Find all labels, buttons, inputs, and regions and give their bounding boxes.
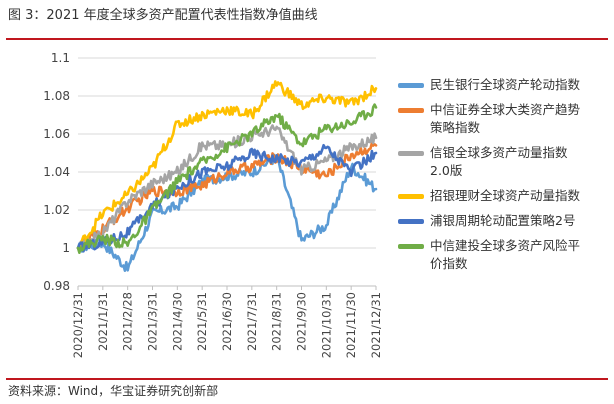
line-chart: 0.98 1 1.02 1.04 1.06 1.08 1.1 2020/12/31 2021/1… — [43, 51, 383, 358]
legend-swatch-1 — [398, 108, 424, 113]
y-tick-label: 1.04 — [43, 165, 70, 179]
legend-item-4: 浦银周期轮动配置策略2号 — [398, 212, 598, 230]
legend-label-3: 招银理财全球资产动量指数 — [430, 188, 581, 203]
legend-item-1: 中信证券全球大类资产趋势策略指数 — [398, 101, 598, 137]
figure-title: 图 3：2021 年度全球多资产配置代表性指数净值曲线 — [8, 8, 318, 23]
legend-label-5: 中信建投全球多资产风险平价指数 — [430, 238, 581, 271]
x-tick-label: 2021/9/30 — [295, 292, 309, 351]
y-tick-label: 0.98 — [43, 279, 70, 293]
x-tick-label: 2021/1/31 — [96, 292, 110, 351]
source-note: 资料来源：Wind，华宝证券研究创新部 — [8, 384, 219, 398]
x-tick-label: 2021/11/30 — [344, 292, 358, 358]
x-tick-label: 2021/10/31 — [319, 292, 333, 358]
legend-item-2: 信银全球多资产动量指数2.0版 — [398, 144, 598, 180]
x-tick-label: 2021/2/28 — [121, 292, 135, 351]
series-line-3 — [76, 80, 378, 250]
legend-label-1: 中信证券全球大类资产趋势策略指数 — [430, 102, 581, 135]
chart-legend: 民生银行全球资产轮动指数 中信证券全球大类资产趋势策略指数 信银全球多资产动量指… — [398, 76, 598, 280]
y-tick-label: 1 — [62, 241, 70, 255]
x-tick-label: 2021/7/31 — [245, 292, 259, 351]
x-tick-label: 2021/4/30 — [170, 292, 184, 351]
x-tick-label: 2021/8/31 — [270, 292, 284, 351]
legend-swatch-4 — [398, 219, 424, 224]
legend-label-0: 民生银行全球资产轮动指数 — [430, 77, 581, 92]
legend-item-0: 民生银行全球资产轮动指数 — [398, 76, 598, 94]
series-line-0 — [76, 153, 378, 272]
x-tick-label: 2021/3/31 — [146, 292, 160, 351]
y-tick-label: 1.08 — [43, 89, 70, 103]
bottom-rule — [6, 378, 608, 380]
y-tick-label: 1.02 — [43, 203, 70, 217]
legend-swatch-2 — [398, 151, 424, 156]
x-tick-label: 2021/6/30 — [220, 292, 234, 351]
top-rule — [6, 38, 608, 40]
y-tick-label: 1.06 — [43, 127, 70, 141]
x-tick-label: 2021/12/31 — [369, 292, 383, 358]
legend-label-2: 信银全球多资产动量指数2.0版 — [430, 145, 568, 178]
legend-swatch-5 — [398, 244, 424, 249]
legend-swatch-0 — [398, 83, 424, 88]
series-line-5 — [76, 103, 378, 254]
legend-label-4: 浦银周期轮动配置策略2号 — [430, 213, 576, 228]
legend-swatch-3 — [398, 194, 424, 199]
series-line-4 — [76, 143, 378, 253]
x-tick-label: 2021/5/31 — [195, 292, 209, 351]
x-tick-label: 2020/12/31 — [71, 292, 85, 358]
legend-item-5: 中信建投全球多资产风险平价指数 — [398, 237, 598, 273]
y-tick-label: 1.1 — [51, 51, 70, 65]
legend-item-3: 招银理财全球资产动量指数 — [398, 187, 598, 205]
